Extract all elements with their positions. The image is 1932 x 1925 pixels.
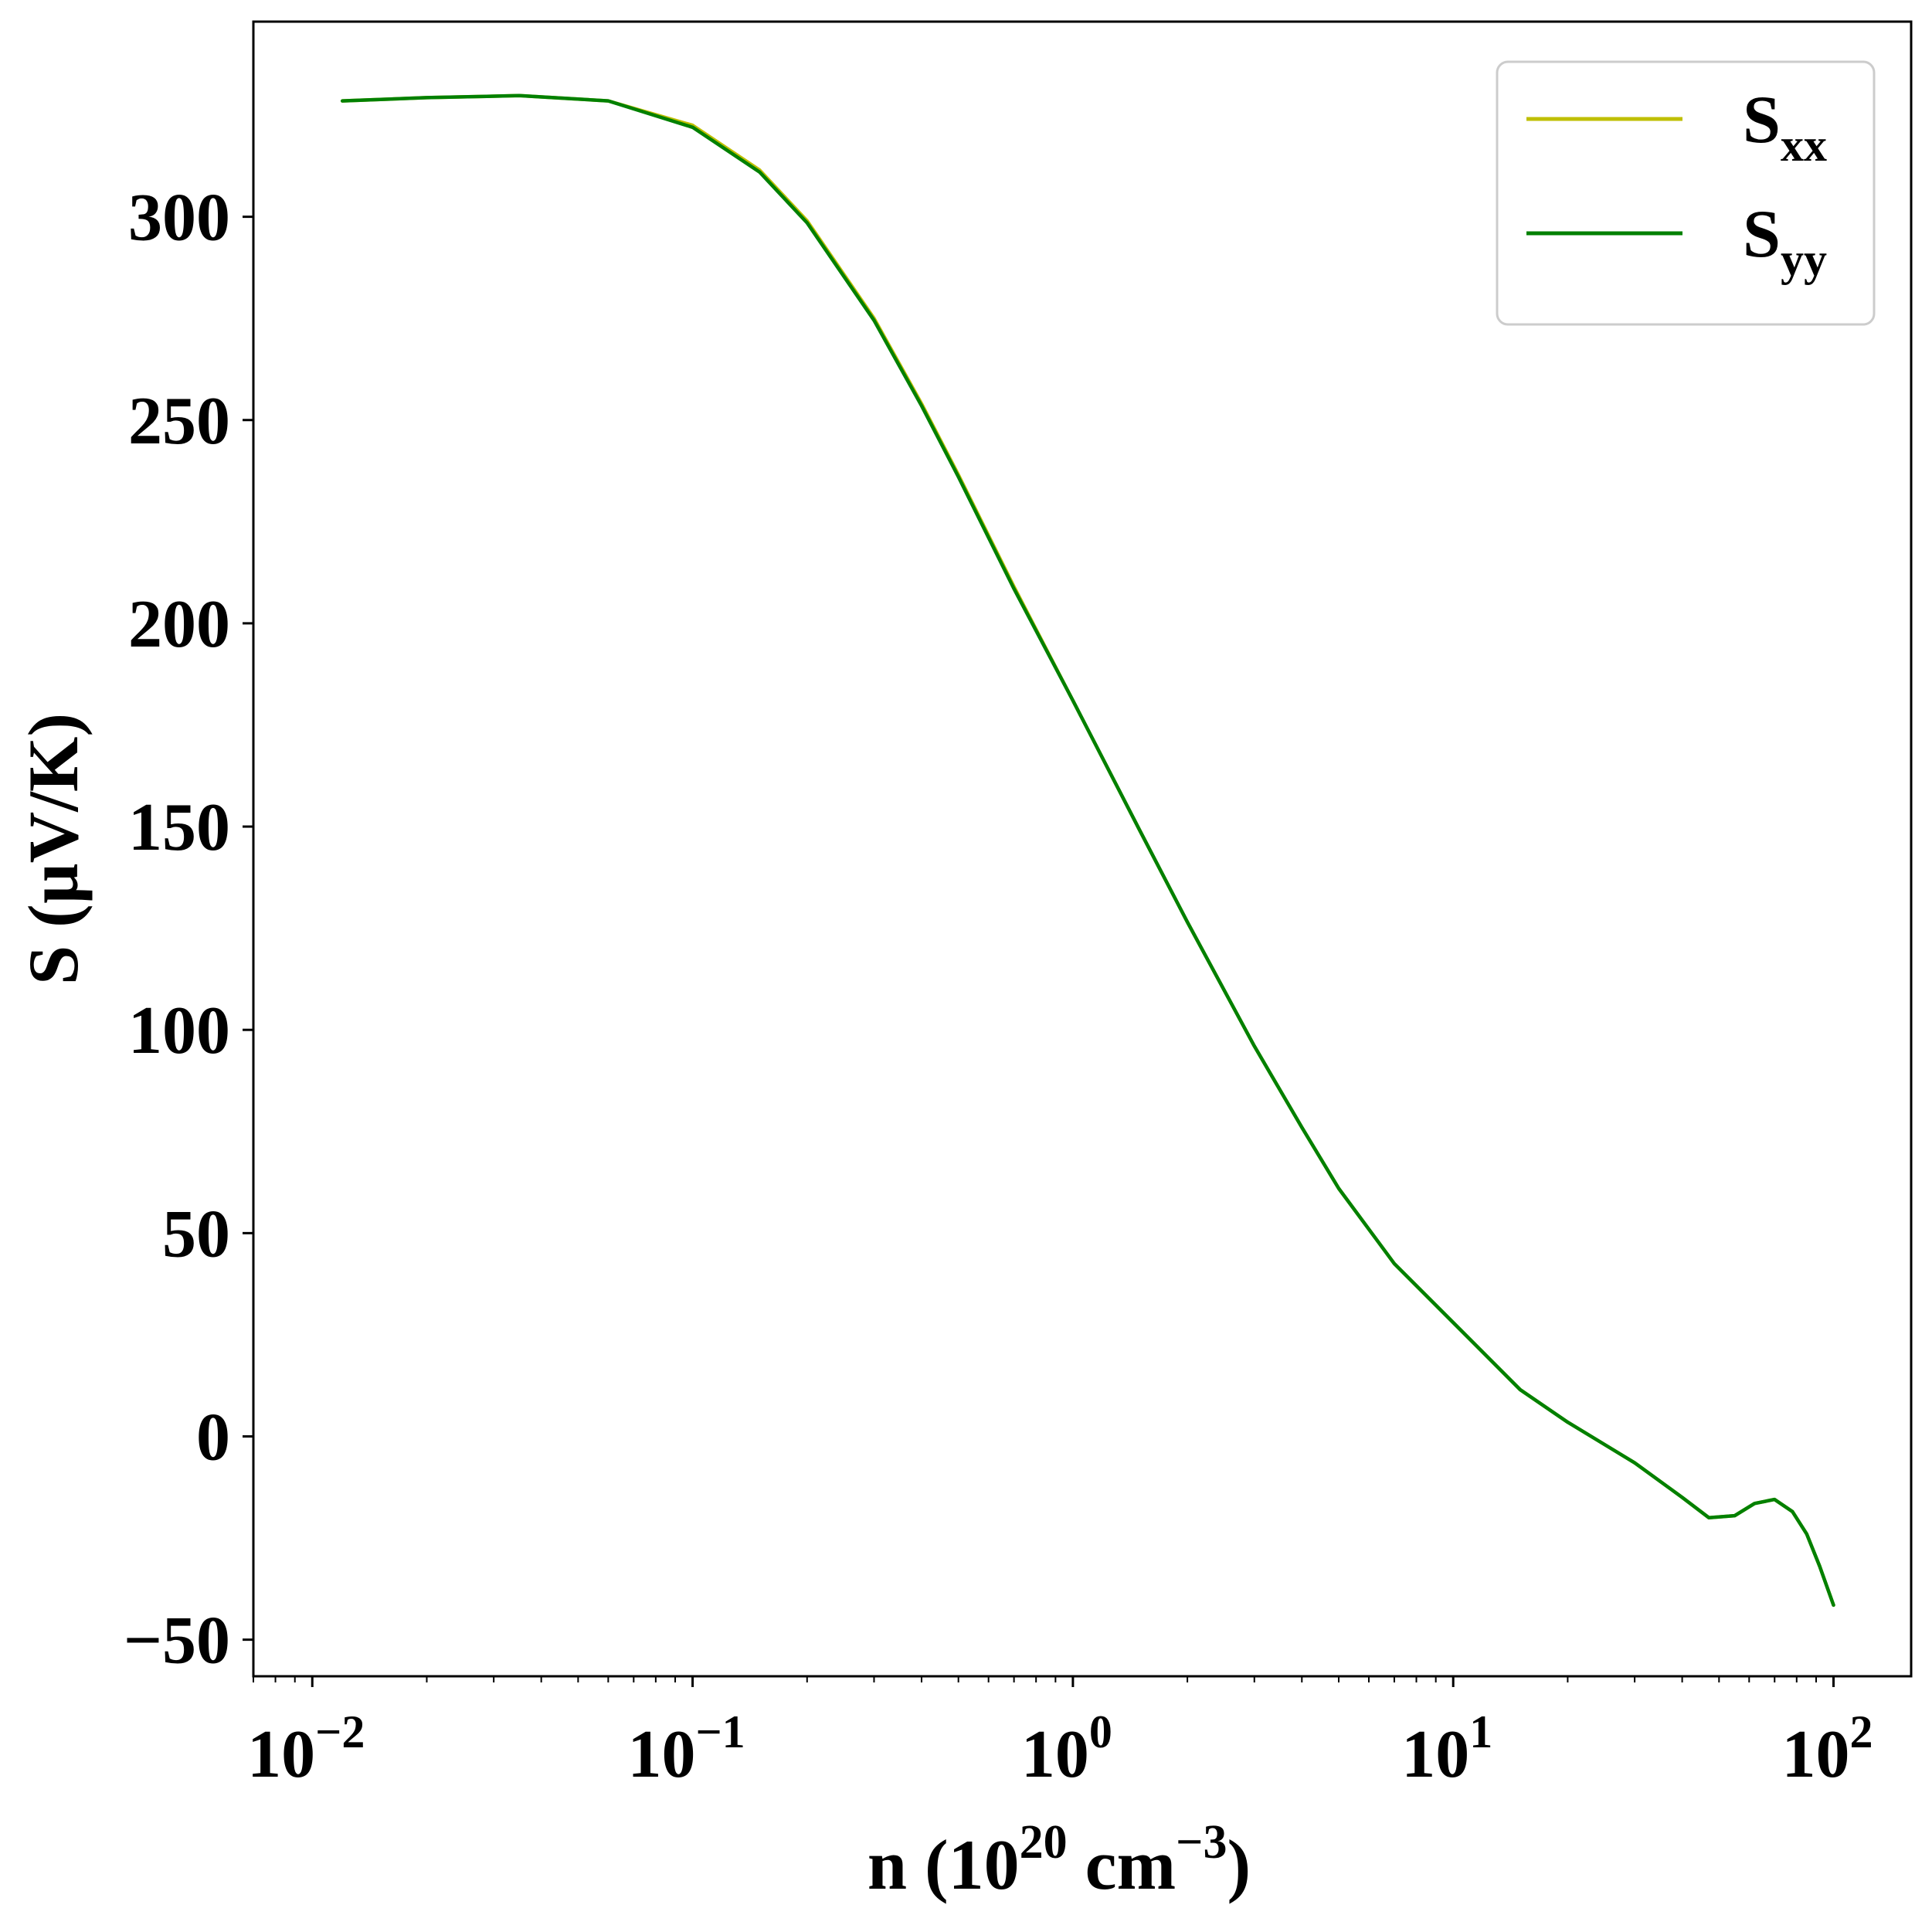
x-tick-label: 100 [1021, 1706, 1112, 1792]
legend: Sxx Syy [1496, 60, 1876, 326]
series-line-yy [340, 93, 1835, 1608]
x-tick-label: 10−2 [247, 1706, 365, 1792]
plot-area [252, 20, 1913, 1678]
y-tick-label: 100 [128, 993, 230, 1068]
axis-ticks [243, 216, 1835, 1687]
y-tick-label: 250 [128, 384, 230, 459]
plot-frame [252, 20, 1913, 1678]
x-axis-label: n (1020 cm−3) [868, 1816, 1251, 1904]
y-tick-label: 0 [196, 1400, 230, 1475]
y-tick-label: 300 [128, 181, 230, 256]
x-tick-label: 101 [1401, 1706, 1492, 1792]
y-tick-label: 50 [162, 1197, 230, 1271]
legend-label-xx: Sxx [1743, 83, 1827, 171]
x-tick-label: 102 [1782, 1706, 1873, 1792]
y-axis-label: S (µV/K) [14, 713, 93, 985]
y-tick-label: 150 [128, 790, 230, 865]
y-tick-label: −50 [124, 1604, 230, 1679]
legend-label-yy: Syy [1743, 197, 1827, 285]
x-tick-label: 10−1 [627, 1706, 745, 1792]
axis-labels: −50 0 50 100 150 200 250 300 10−2 10−1 100 101 102 n … [14, 181, 1873, 1904]
y-tick-label: 200 [128, 587, 230, 662]
legend-box [1496, 60, 1876, 326]
